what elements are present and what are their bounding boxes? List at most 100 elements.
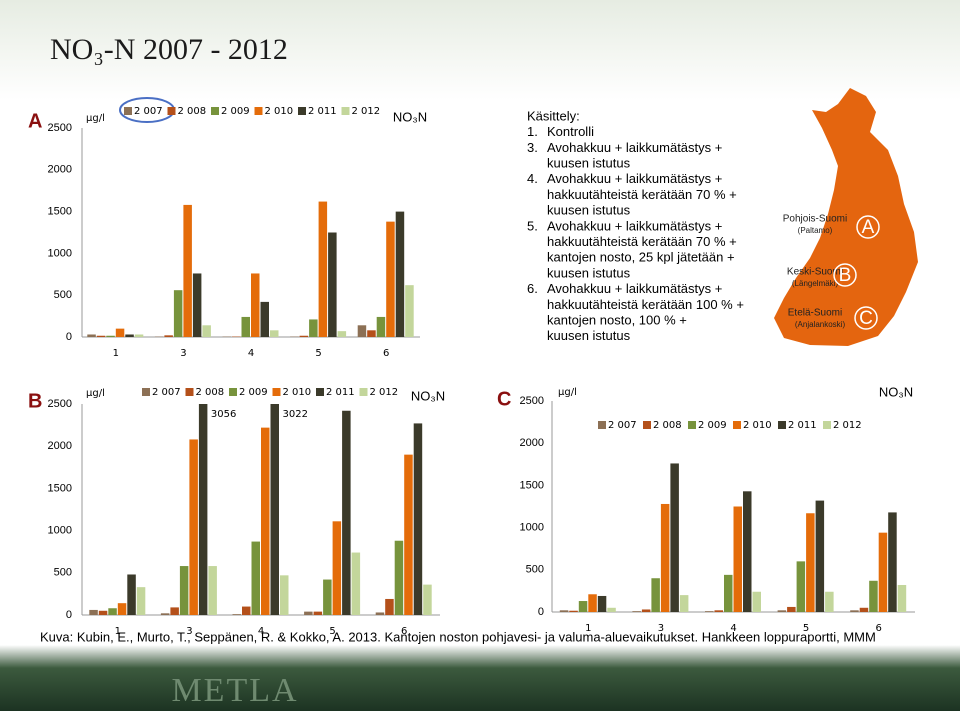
y-tick-label: 0 xyxy=(538,606,544,618)
region-site: (Paltamo) xyxy=(798,226,833,235)
bar xyxy=(232,614,241,615)
bar xyxy=(136,587,146,615)
legend-swatch xyxy=(211,107,219,115)
bar xyxy=(208,566,217,615)
bar xyxy=(651,578,660,612)
footer-band xyxy=(0,645,960,711)
legend-label: 2 007 xyxy=(608,420,637,431)
bar xyxy=(351,552,361,615)
y-tick-label: 2000 xyxy=(520,437,544,449)
x-tick-label: 6 xyxy=(383,348,389,359)
bar xyxy=(404,454,413,615)
bar xyxy=(299,335,309,337)
bar xyxy=(825,591,834,612)
x-tick-label: 6 xyxy=(876,623,882,634)
variable-label: NO₃N xyxy=(411,388,445,403)
legend-label: 2 010 xyxy=(743,420,772,431)
bar xyxy=(559,610,569,612)
bar xyxy=(569,610,578,612)
bar xyxy=(280,575,289,615)
treatment-line: Avohakkuu + laikkumätästys + xyxy=(547,281,722,296)
bar xyxy=(733,506,742,612)
bar xyxy=(304,611,313,615)
bar xyxy=(394,540,404,615)
legend-swatch xyxy=(359,388,368,396)
bar xyxy=(309,319,318,337)
y-tick-label: 1500 xyxy=(48,206,72,218)
bar xyxy=(632,611,641,612)
bar xyxy=(328,232,337,337)
legend-swatch xyxy=(298,107,306,115)
region-circle xyxy=(833,263,857,287)
legend-label: 2 012 xyxy=(370,387,399,398)
treatment-line: hakkuutähteistä kerätään 100 % + xyxy=(547,297,744,312)
bar xyxy=(806,513,815,612)
legend-label: 2 009 xyxy=(698,420,727,431)
legend-label: 2 009 xyxy=(239,387,268,398)
bar xyxy=(125,334,134,337)
legend-swatch xyxy=(185,388,194,396)
bar xyxy=(342,410,351,615)
legend-label: 2 012 xyxy=(833,420,862,431)
bar xyxy=(743,491,752,612)
variable-label: NO₃N xyxy=(879,384,913,399)
bar xyxy=(578,601,588,612)
treatment-list: Käsittely:1. Kontrolli 3. Avohakkuu + laikk… xyxy=(527,108,744,343)
y-tick-label: 2500 xyxy=(48,122,72,134)
logo: METLA xyxy=(171,672,298,709)
bar xyxy=(375,612,385,615)
x-tick-label: 4 xyxy=(258,626,264,637)
bar xyxy=(607,607,616,612)
legend-label: 2 008 xyxy=(653,420,682,431)
x-tick-label: 4 xyxy=(730,623,736,634)
y-tick-label: 1500 xyxy=(520,479,544,491)
region-name: Pohjois-Suomi xyxy=(783,214,847,225)
legend-swatch xyxy=(142,388,150,396)
legend-label: 2 010 xyxy=(283,387,312,398)
legend-label: 2 009 xyxy=(221,106,250,117)
bar xyxy=(337,331,347,337)
bar xyxy=(106,335,115,337)
variable-label: NO₃N xyxy=(393,109,427,124)
y-tick-label: 500 xyxy=(54,567,72,579)
bar xyxy=(323,579,332,615)
legend-label: 2 008 xyxy=(178,106,207,117)
bar xyxy=(714,610,723,612)
bar xyxy=(332,521,342,615)
y-tick-label: 500 xyxy=(526,564,544,576)
legend-swatch xyxy=(823,421,831,429)
bar xyxy=(89,609,98,615)
bar xyxy=(170,607,179,615)
x-tick-label: 1 xyxy=(585,623,591,634)
bar xyxy=(787,606,796,612)
treatment-line: kantojen nosto, 25 kpl jätetään + xyxy=(547,250,735,265)
bar xyxy=(777,610,787,612)
bar xyxy=(597,595,607,612)
bar xyxy=(241,316,250,337)
legend-label: 2 011 xyxy=(326,387,355,398)
bar xyxy=(705,611,714,612)
bar xyxy=(160,613,170,615)
bar xyxy=(242,606,251,615)
region-letter: C xyxy=(859,308,873,329)
bar xyxy=(869,580,878,612)
legend-label: 2 010 xyxy=(265,106,294,117)
y-tick-label: 500 xyxy=(54,289,72,301)
treatment-number: 4. xyxy=(527,171,538,186)
bar xyxy=(376,316,386,337)
finland-map xyxy=(774,88,918,346)
y-tick-label: 2500 xyxy=(520,395,544,407)
bar xyxy=(127,574,136,615)
treatment-number: 5. xyxy=(527,218,538,233)
legend-swatch xyxy=(598,421,606,429)
header-band xyxy=(0,0,960,100)
bar xyxy=(367,330,376,337)
region-name: Etelä-Suomi xyxy=(788,308,842,319)
legend-label: 2 012 xyxy=(352,106,381,117)
bar xyxy=(117,603,127,615)
bar xyxy=(897,584,907,612)
treatment-line: kuusen istutus xyxy=(547,203,631,218)
y-tick-label: 2000 xyxy=(48,164,72,176)
legend-label: 2 011 xyxy=(788,420,817,431)
